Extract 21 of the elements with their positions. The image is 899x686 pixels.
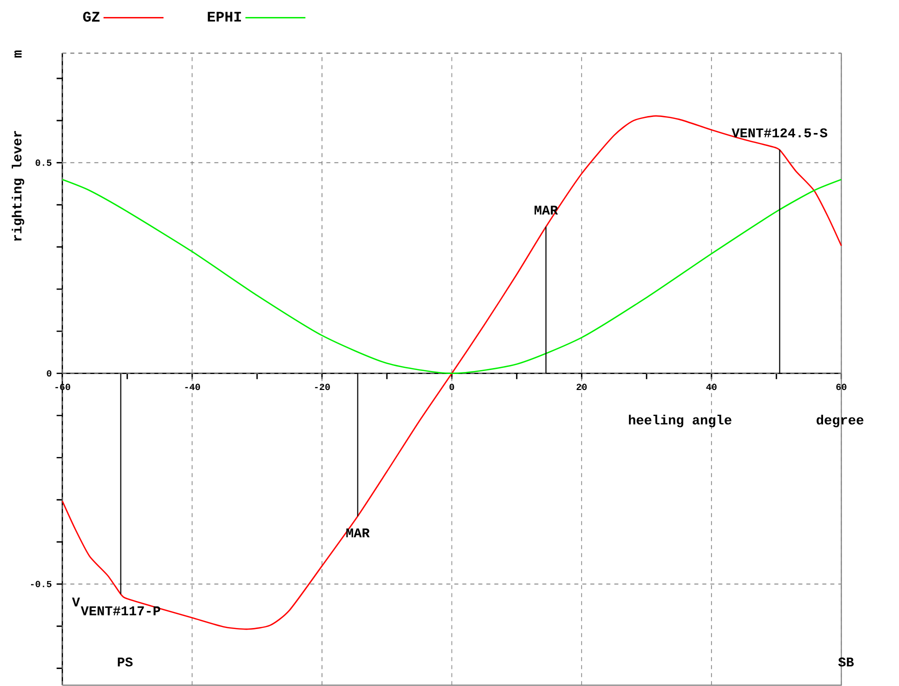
annotation: PS	[118, 657, 133, 667]
x-tick-label: 60	[836, 384, 846, 390]
x-tick-label: 40	[706, 384, 717, 390]
x-tick-label: -20	[315, 384, 330, 390]
annotation: VENT#117-P	[80, 606, 160, 616]
annotation: degree	[816, 414, 864, 428]
legend-label: GZ	[83, 12, 100, 22]
annotation: VENT#124.5-S	[732, 128, 828, 138]
x-axis-title: heeling angle	[628, 414, 732, 428]
y-tick-label: 0	[46, 370, 52, 377]
x-tick-label: -40	[185, 384, 200, 390]
annotation: SB	[838, 657, 854, 667]
text: m	[14, 50, 22, 58]
x-tick-label: 20	[576, 384, 587, 390]
y-tick-label: -0.5	[31, 580, 52, 588]
legend-label: EPHI	[208, 12, 241, 22]
x-tick-label: 0	[450, 384, 454, 390]
annotation: V	[72, 598, 80, 606]
annotation: MAR	[346, 528, 370, 538]
y-axis-title: righting lever	[12, 130, 24, 241]
y-tick-label: 0.5	[36, 160, 52, 166]
